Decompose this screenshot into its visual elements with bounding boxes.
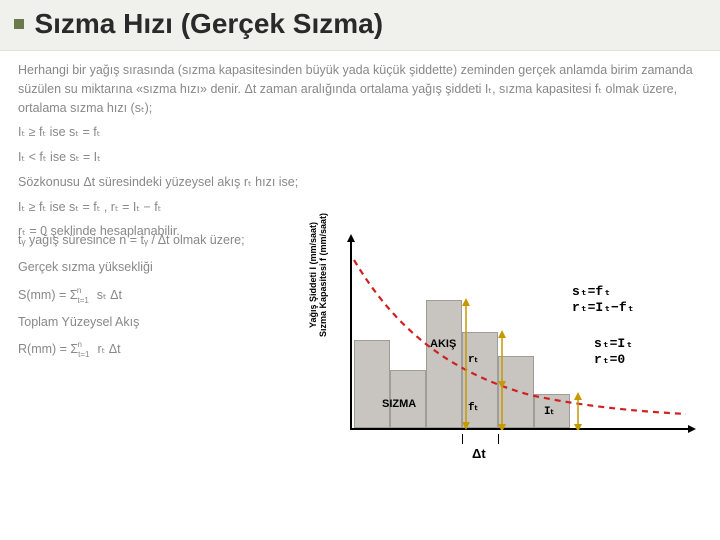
tick-2 — [498, 434, 499, 444]
left-line-4: Toplam Yüzeysel Akış — [18, 312, 308, 333]
rainfall-bar — [426, 300, 462, 428]
tick-1 — [462, 434, 463, 444]
rainfall-bar — [498, 356, 534, 428]
left-line-1: tᵧ yağış süresince n = tᵧ / Δt olmak üze… — [18, 230, 308, 251]
rainfall-bar — [354, 340, 390, 428]
label-akis: AKIŞ — [430, 338, 456, 350]
formula-S: S(mm) = Σt=1n sₜ Δt — [18, 285, 308, 306]
eq-group-1: sₜ=fₜ rₜ=Iₜ−fₜ — [572, 284, 635, 317]
title-bullet — [14, 19, 24, 29]
delta-t-label: Δt — [472, 446, 486, 461]
label-ft: fₜ — [468, 400, 478, 414]
title-bar: Sızma Hızı (Gerçek Sızma) — [0, 0, 720, 51]
infiltration-chart: Yağış Şiddeti I (mm/saat) Sızma Kapasite… — [310, 240, 700, 470]
eq-group-2: sₜ=Iₜ rₜ=0 — [594, 336, 633, 369]
formulas-column: tᵧ yağış süresince n = tᵧ / Δt olmak üze… — [18, 230, 308, 366]
intro-section: Herhangi bir yağış sırasında (sızma kapa… — [0, 51, 720, 257]
left-line-2: Gerçek sızma yüksekliği — [18, 257, 308, 278]
condition-1: Iₜ ≥ fₜ ise sₜ = fₜ — [18, 123, 702, 142]
condition-2: Iₜ < fₜ ise sₜ = Iₜ — [18, 148, 702, 167]
intro-text: Herhangi bir yağış sırasında (sızma kapa… — [18, 61, 702, 117]
y-axis-label: Yağış Şiddeti I (mm/saat) Sızma Kapasite… — [308, 195, 328, 355]
label-rt: rₜ — [468, 352, 478, 366]
condition-3: Iₜ ≥ fₜ ise sₜ = fₜ , rₜ = Iₜ − fₜ — [18, 198, 702, 217]
label-sizma: SIZMA — [382, 398, 416, 410]
x-axis — [350, 428, 690, 430]
arrow-up-1 — [462, 298, 470, 306]
label-It: Iₜ — [544, 404, 554, 418]
y-axis — [350, 240, 352, 430]
formula-R: R(mm) = Σt=1n rₜ Δt — [18, 339, 308, 360]
page-title: Sızma Hızı (Gerçek Sızma) — [34, 8, 383, 39]
intro-text-2: Sözkonusu Δt süresindeki yüzeysel akış r… — [18, 173, 702, 192]
